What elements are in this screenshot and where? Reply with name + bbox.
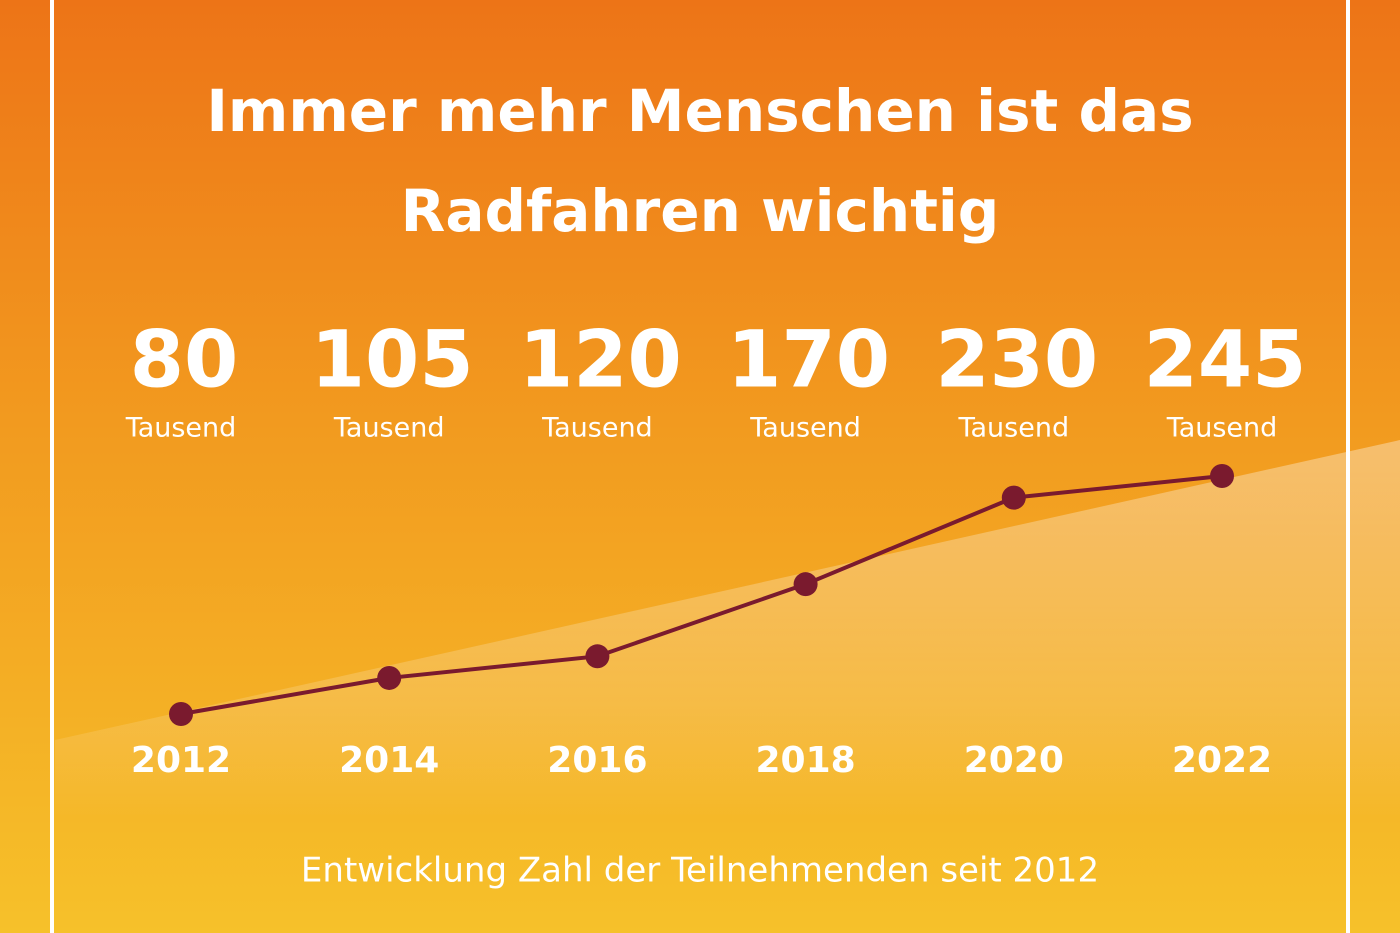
value-unit: Tausend [1166, 413, 1278, 444]
value-label: 120 [519, 315, 682, 405]
value-label: 170 [727, 315, 890, 405]
chart-title: Immer mehr Menschen ist das Radfahren wic… [206, 77, 1193, 245]
value-unit: Tausend [333, 413, 445, 444]
point [1001, 485, 1026, 510]
caption: Entwicklung Zahl der Teilnehmenden seit … [301, 851, 1099, 891]
x-tick-label: 2018 [755, 740, 855, 781]
title-line: Radfahren wichtig [401, 177, 1000, 245]
value-label: 230 [935, 315, 1098, 405]
value-unit: Tausend [125, 413, 237, 444]
x-tick-label: 2020 [964, 740, 1064, 781]
point [169, 702, 193, 726]
point [1210, 464, 1234, 488]
value-label: 80 [130, 315, 239, 405]
x-tick-label: 2016 [547, 740, 647, 781]
value-label: 245 [1144, 315, 1307, 405]
point [585, 644, 610, 669]
value-unit: Tausend [749, 413, 861, 444]
value-unit: Tausend [541, 413, 653, 444]
value-unit: Tausend [957, 413, 1069, 444]
line [180, 474, 1223, 716]
point [793, 572, 818, 597]
x-tick-label: 2012 [131, 740, 231, 781]
highlight-band [55, 440, 1400, 820]
title-line: Immer mehr Menschen ist das [206, 77, 1193, 145]
x-tick-label: 2014 [339, 740, 439, 781]
value-label: 105 [311, 315, 474, 405]
point [377, 665, 402, 690]
x-tick-label: 2022 [1172, 740, 1272, 781]
